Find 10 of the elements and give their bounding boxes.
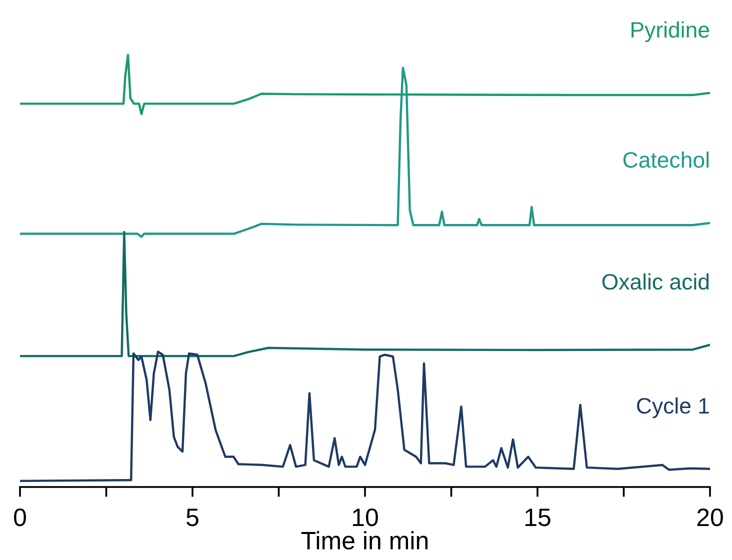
x-tick-label: 15 xyxy=(526,508,550,526)
x-tick-label: 0 xyxy=(14,508,26,526)
text: Catechol xyxy=(623,151,709,168)
x-tick-label: 5 xyxy=(186,508,198,526)
x-tick-label: 10 xyxy=(353,508,378,526)
text: Oxalic acid xyxy=(602,273,709,290)
x-axis-title: Time in min xyxy=(301,531,428,550)
text: Cycle 1 xyxy=(637,397,709,418)
x-tick-label: 20 xyxy=(697,508,723,526)
text: Pyridine xyxy=(632,21,710,42)
